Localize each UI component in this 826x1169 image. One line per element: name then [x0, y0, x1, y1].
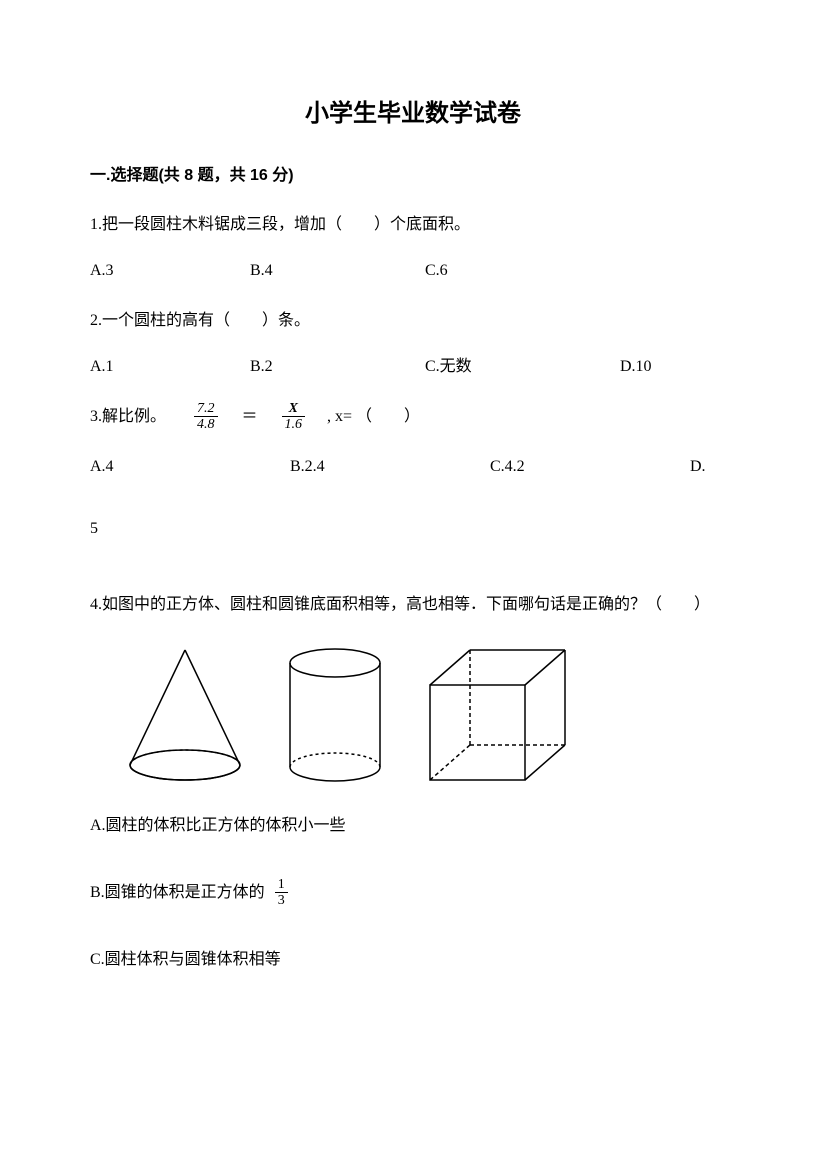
q1-opt-a: A.3 [90, 255, 250, 287]
q2-text: 2.一个圆柱的高有（ ）条。 [90, 305, 736, 337]
q3-suffix: , x= （ ） [327, 401, 420, 433]
q3-opt-b: B.2.4 [290, 451, 490, 483]
question-2: 2.一个圆柱的高有（ ）条。 A.1 B.2 C.无数 D.10 [90, 305, 736, 383]
q3-fraction-2: X 1.6 [282, 401, 306, 433]
section-header: 一.选择题(共 8 题，共 16 分) [90, 163, 736, 189]
q3-text: 3.解比例。 7.2 4.8 ＝ X 1.6 , x= （ ） [90, 401, 736, 433]
q2-opt-c: C.无数 [425, 351, 620, 383]
question-1: 1.把一段圆柱木料锯成三段，增加（ ）个底面积。 A.3 B.4 C.6 [90, 209, 736, 287]
q3-f2-den: 1.6 [282, 417, 306, 432]
q4-optb-num: 1 [275, 877, 288, 893]
q4-opt-b-fraction: 1 3 [275, 877, 288, 909]
cone-shape-icon [120, 645, 250, 785]
q3-f1-num: 7.2 [194, 401, 218, 417]
page-title: 小学生毕业数学试卷 [90, 95, 736, 133]
q4-text: 4.如图中的正方体、圆柱和圆锥底面积相等，高也相等．下面哪句话是正确的？（ ） [90, 585, 736, 625]
q4-opt-b-prefix: B.圆锥的体积是正方体的 [90, 877, 265, 909]
cylinder-shape-icon [280, 645, 390, 785]
q3-opt-d-cont: 5 [90, 513, 736, 545]
q1-opt-c: C.6 [425, 255, 620, 287]
q3-opt-c: C.4.2 [490, 451, 690, 483]
q2-opt-a: A.1 [90, 351, 250, 383]
q2-opt-b: B.2 [250, 351, 425, 383]
cube-shape-icon [420, 645, 570, 785]
q4-opt-c: C.圆柱体积与圆锥体积相等 [90, 944, 736, 976]
q4-opt-b: B.圆锥的体积是正方体的 1 3 [90, 877, 736, 909]
q2-options: A.1 B.2 C.无数 D.10 [90, 351, 736, 383]
q3-opt-a: A.4 [90, 451, 290, 483]
q2-opt-d: D.10 [620, 351, 652, 383]
q3-options: A.4 B.2.4 C.4.2 D. [90, 451, 736, 483]
q1-options: A.3 B.4 C.6 [90, 255, 736, 287]
q3-f2-num: X [282, 401, 306, 417]
question-4: 4.如图中的正方体、圆柱和圆锥底面积相等，高也相等．下面哪句话是正确的？（ ） [90, 585, 736, 976]
q4-shapes [120, 645, 736, 785]
q1-text: 1.把一段圆柱木料锯成三段，增加（ ）个底面积。 [90, 209, 736, 241]
q3-prefix: 3.解比例。 [90, 401, 166, 433]
q3-fraction-1: 7.2 4.8 [194, 401, 218, 433]
question-3: 3.解比例。 7.2 4.8 ＝ X 1.6 , x= （ ） A.4 B.2.… [90, 401, 736, 545]
q4-opt-a: A.圆柱的体积比正方体的体积小一些 [90, 810, 736, 842]
q1-opt-b: B.4 [250, 255, 425, 287]
q3-f1-den: 4.8 [194, 417, 218, 432]
q3-equals: ＝ [242, 401, 258, 433]
q4-optb-den: 3 [275, 893, 288, 908]
q3-opt-d: D. [690, 451, 706, 483]
